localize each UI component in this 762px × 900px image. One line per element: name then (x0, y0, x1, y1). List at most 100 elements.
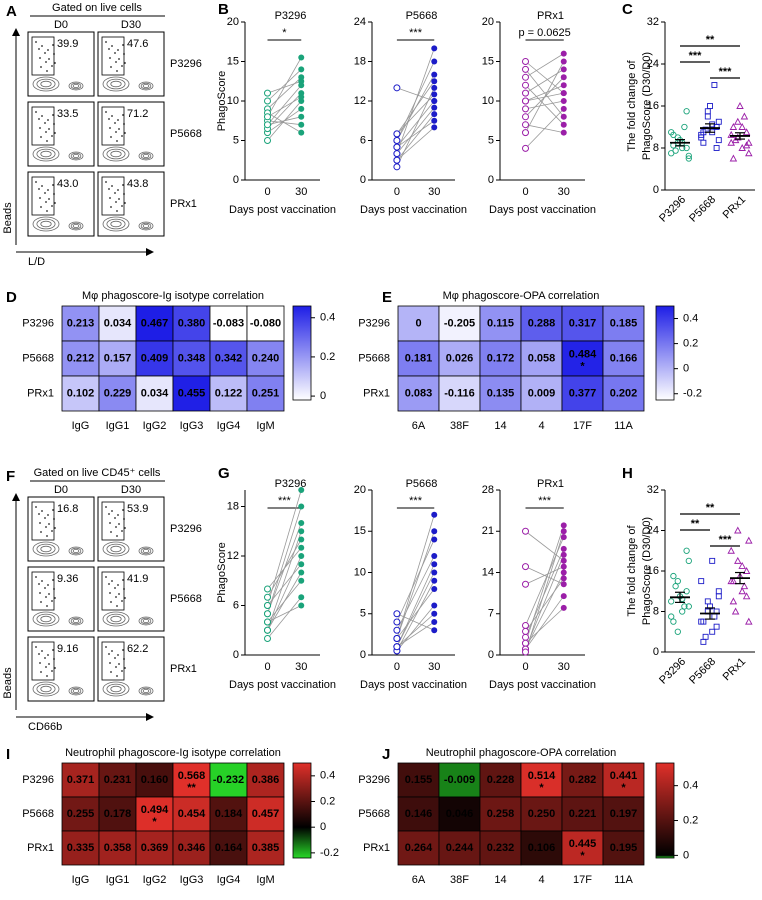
panel-label: I (6, 746, 10, 763)
contour (102, 76, 130, 92)
contour (138, 221, 154, 231)
contour (138, 686, 154, 696)
pair-line (267, 596, 302, 639)
cell-value: 0.369 (141, 842, 169, 854)
pair-line (396, 100, 435, 148)
point (740, 112, 749, 120)
event-dot (109, 592, 111, 594)
d30-point (560, 50, 567, 57)
pair-line (396, 580, 435, 652)
d30-point (560, 563, 567, 570)
pair-line (525, 554, 565, 650)
cell-value: 0.288 (528, 317, 556, 329)
heatmap-cell (61, 796, 100, 832)
point (711, 613, 718, 620)
y-tick-label: 0 (488, 649, 494, 661)
gate-percentage: 71.2 (127, 108, 148, 120)
category-label: PRx1 (721, 194, 749, 222)
d30-point (298, 54, 305, 61)
point (727, 130, 735, 138)
event-dot (109, 127, 111, 129)
contour (106, 78, 126, 90)
point (715, 588, 722, 595)
colorbar-tick-label: 0 (320, 821, 326, 833)
event-dot (118, 663, 120, 665)
cell-value: 0.034 (141, 387, 169, 399)
d30-point (560, 66, 567, 73)
y-tick-label: 20 (354, 484, 366, 496)
d0-point (522, 105, 529, 113)
d30-point (298, 553, 305, 559)
d0-point (264, 121, 271, 129)
contour (36, 78, 56, 90)
event-dot (39, 127, 41, 129)
y-axis-label: Beads (2, 667, 14, 699)
event-dot (51, 135, 53, 137)
heatmap-cell (172, 305, 211, 342)
panel-label: J (382, 746, 390, 763)
contour (36, 543, 56, 555)
contour (142, 619, 150, 624)
cell-value: -0.116 (444, 387, 475, 399)
panel-label: C (622, 1, 633, 18)
event-dot (51, 600, 53, 602)
event-dot (109, 197, 111, 199)
gate (101, 36, 125, 76)
d30-point (560, 105, 567, 112)
contour (140, 547, 152, 555)
d0-point (522, 648, 529, 656)
panel-label: A (6, 3, 17, 20)
d0-point (522, 89, 529, 97)
x-tick-label: 30 (558, 661, 570, 673)
event-dot (105, 41, 107, 43)
row-label: P5668 (358, 808, 390, 820)
column-label: D0 (54, 484, 68, 496)
point (729, 577, 738, 585)
category-label: P5668 (687, 194, 718, 225)
event-dot (116, 210, 118, 212)
contour (40, 615, 52, 623)
row-label: PRx1 (363, 842, 390, 854)
cell-value: 0.568 (178, 770, 206, 782)
pair-line (267, 84, 302, 125)
d0-point (264, 602, 271, 609)
heatmap-cell (479, 830, 522, 866)
event-dot (110, 671, 112, 673)
point (704, 598, 711, 605)
d0-point (264, 137, 271, 144)
y-axis-label: Beads (2, 202, 14, 234)
d30-point (431, 84, 438, 91)
colorbar (655, 305, 675, 401)
column-label: IgG3 (180, 874, 204, 886)
y-tick-label: 24 (647, 524, 659, 536)
column-label: IgG2 (143, 874, 167, 886)
point (738, 561, 746, 569)
gate (31, 176, 55, 216)
contour (36, 613, 56, 625)
heatmap-cell (479, 375, 522, 412)
contour (32, 611, 60, 627)
event-dot (111, 650, 113, 652)
heatmap-cell (135, 830, 174, 866)
event-dot (45, 131, 47, 133)
y-axis-label: The fold change of (626, 524, 638, 616)
event-dot (116, 605, 118, 607)
event-dot (124, 62, 126, 64)
row-label: P3296 (22, 317, 54, 329)
contour (72, 689, 80, 694)
gate-percentage: 9.16 (57, 643, 78, 655)
y-tick-label: 12 (227, 550, 239, 562)
d30-point (298, 94, 305, 101)
heatmap-cell (520, 375, 563, 412)
event-dot (54, 202, 56, 204)
column-label: 4 (538, 420, 544, 432)
heatmap-cell (209, 762, 248, 798)
d30-point (298, 487, 305, 493)
row-label: P5668 (22, 352, 54, 364)
cell-value: 0.221 (569, 808, 597, 820)
event-dot (111, 510, 113, 512)
gate-percentage: 39.9 (57, 38, 78, 50)
point (685, 603, 692, 610)
colorbar-tick-label: 0.2 (683, 338, 698, 350)
gate-percentage: 62.2 (127, 643, 148, 655)
